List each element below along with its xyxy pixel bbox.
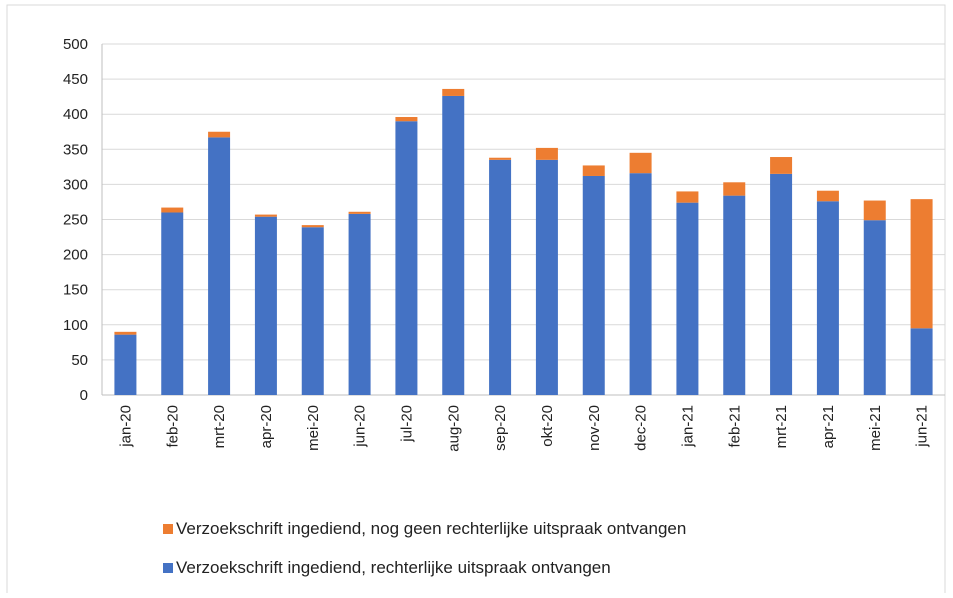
- bar: [723, 182, 746, 196]
- x-tick-label: jan-21: [679, 405, 696, 448]
- bar: [676, 202, 699, 395]
- y-tick-label: 100: [63, 317, 88, 334]
- x-tick-label: nov-20: [586, 405, 603, 451]
- legend-swatch: [163, 563, 173, 573]
- x-tick-label: jun-20: [352, 405, 369, 448]
- legend-label: Verzoekschrift ingediend, nog geen recht…: [176, 519, 686, 538]
- bar: [910, 328, 933, 395]
- bar: [442, 88, 465, 96]
- y-tick-label: 500: [63, 36, 88, 53]
- bar: [723, 195, 746, 395]
- bar: [489, 157, 512, 160]
- bar: [629, 173, 652, 395]
- bar: [114, 334, 137, 395]
- bar: [582, 175, 605, 395]
- bar: [301, 225, 324, 228]
- bar: [770, 157, 793, 174]
- x-tick-label: mei-20: [305, 405, 322, 451]
- bar: [863, 220, 886, 395]
- y-tick-label: 200: [63, 247, 88, 264]
- bar: [535, 147, 558, 160]
- bar: [114, 331, 137, 335]
- y-tick-label: 250: [63, 212, 88, 229]
- bar: [535, 159, 558, 395]
- bar: [489, 159, 512, 395]
- x-tick-label: okt-20: [539, 405, 556, 447]
- bar: [208, 137, 231, 395]
- bar: [910, 199, 933, 329]
- y-tick-label: 0: [80, 387, 88, 404]
- y-tick-label: 300: [63, 176, 88, 193]
- bar: [208, 131, 231, 138]
- x-tick-label: apr-21: [820, 405, 837, 448]
- bar: [161, 207, 184, 213]
- y-tick-label: 450: [63, 71, 88, 88]
- bar: [254, 214, 277, 217]
- x-tick-label: feb-20: [164, 405, 181, 448]
- y-tick-label: 350: [63, 141, 88, 158]
- x-tick-label: mrt-20: [211, 405, 228, 448]
- y-tick-label: 50: [71, 352, 88, 369]
- x-tick-label: feb-21: [726, 405, 743, 448]
- bar: [816, 201, 839, 395]
- bar: [816, 190, 839, 202]
- x-tick-label: mei-21: [867, 405, 884, 451]
- x-tick-label: jul-20: [398, 405, 415, 443]
- legend-label: Verzoekschrift ingediend, rechterlijke u…: [176, 558, 611, 577]
- x-tick-label: aug-20: [445, 405, 462, 452]
- bar: [254, 216, 277, 395]
- chart-frame: [6, 4, 946, 598]
- bar: [442, 95, 465, 395]
- legend-swatch: [163, 524, 173, 534]
- bar: [301, 227, 324, 395]
- y-tick-label: 150: [63, 282, 88, 299]
- bar: [582, 165, 605, 176]
- bar: [863, 200, 886, 221]
- x-tick-label: mrt-21: [773, 405, 790, 448]
- bar: [395, 117, 418, 122]
- x-tick-label: dec-20: [633, 405, 650, 451]
- y-tick-label: 400: [63, 106, 88, 123]
- x-tick-label: sep-20: [492, 405, 509, 451]
- bar: [770, 173, 793, 395]
- bar: [161, 212, 184, 395]
- bar: [629, 152, 652, 174]
- bar: [348, 213, 371, 395]
- bar: [676, 191, 699, 203]
- x-tick-label: jun-21: [914, 405, 931, 448]
- bar: [395, 121, 418, 395]
- x-tick-label: jan-20: [117, 405, 134, 448]
- x-tick-label: apr-20: [258, 405, 275, 448]
- bar: [348, 211, 371, 214]
